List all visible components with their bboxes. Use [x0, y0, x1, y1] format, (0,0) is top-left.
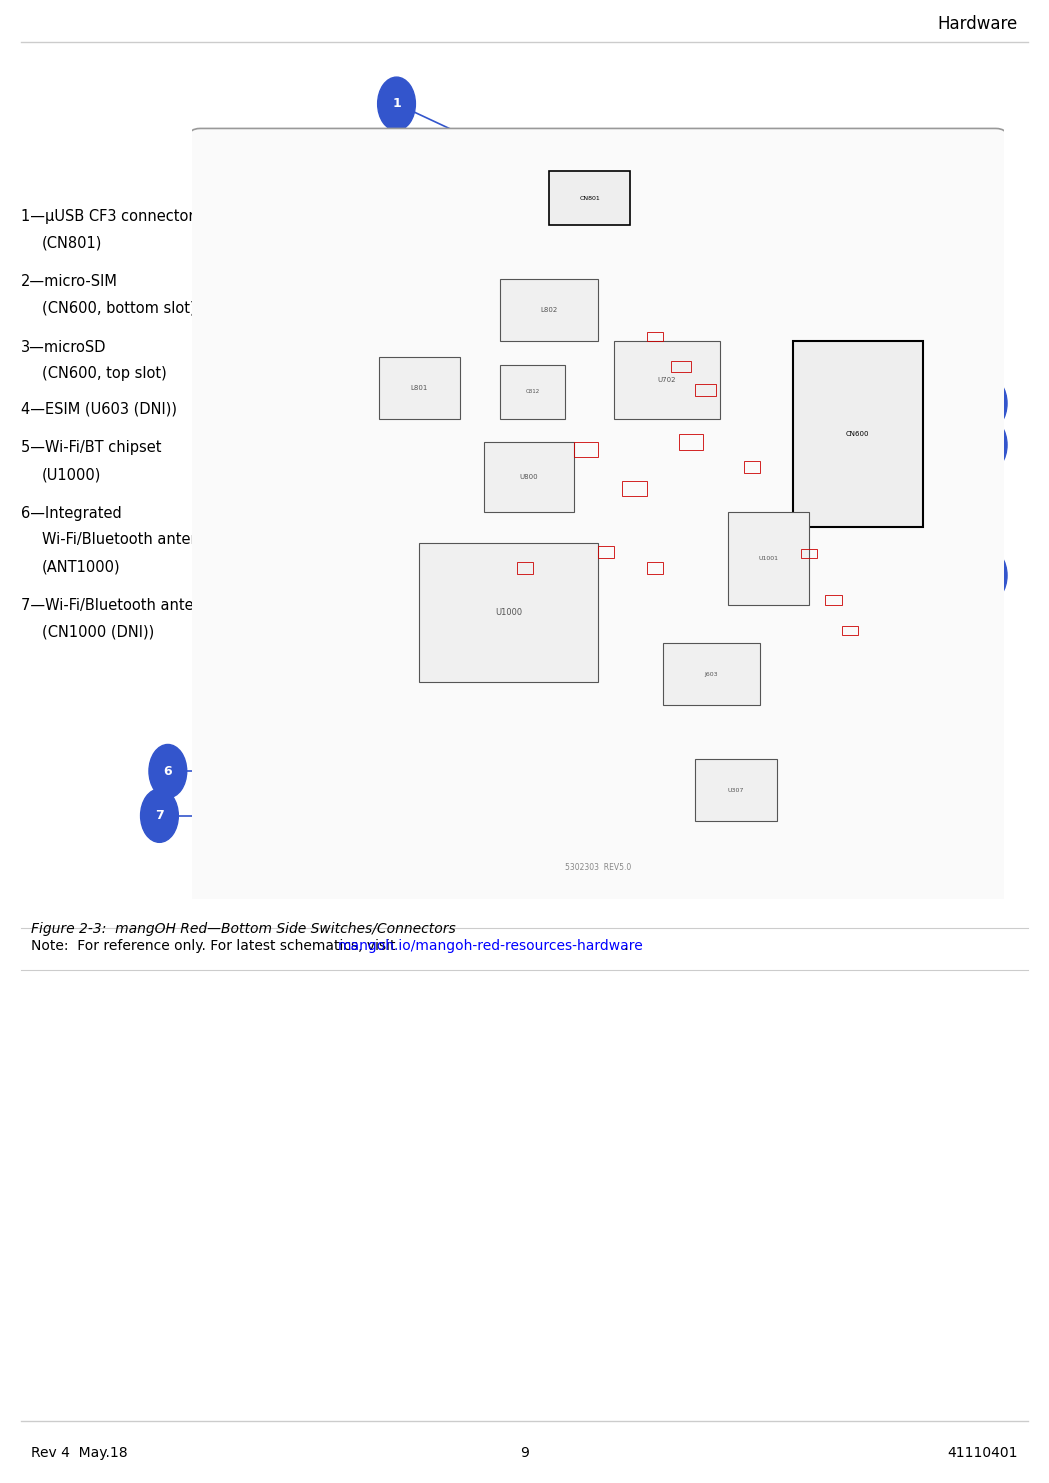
- Text: 2: 2: [984, 397, 992, 409]
- Bar: [695, 759, 776, 822]
- Text: Wi-Fi/Bluetooth antenna: Wi-Fi/Bluetooth antenna: [42, 532, 218, 547]
- Bar: [801, 549, 817, 558]
- Bar: [379, 357, 459, 418]
- Bar: [646, 562, 663, 574]
- Bar: [671, 360, 691, 372]
- Bar: [614, 341, 720, 418]
- Text: 5: 5: [224, 657, 233, 669]
- Bar: [793, 341, 923, 526]
- Bar: [500, 279, 598, 341]
- Bar: [485, 442, 574, 512]
- Circle shape: [378, 77, 415, 131]
- Text: U1000: U1000: [495, 608, 522, 617]
- Text: (ANT1000): (ANT1000): [42, 559, 121, 574]
- Text: J603: J603: [705, 672, 719, 676]
- Bar: [598, 546, 614, 558]
- Circle shape: [210, 636, 248, 690]
- Text: C812: C812: [526, 389, 540, 394]
- Bar: [663, 644, 761, 704]
- Text: (CN801): (CN801): [42, 236, 103, 251]
- Text: L801: L801: [410, 384, 428, 392]
- Bar: [679, 435, 704, 449]
- Text: (U1000): (U1000): [42, 467, 102, 482]
- Text: CN801: CN801: [579, 196, 600, 200]
- Circle shape: [969, 418, 1007, 472]
- Text: U1001: U1001: [758, 556, 778, 561]
- Bar: [695, 384, 715, 396]
- Circle shape: [141, 789, 178, 842]
- Bar: [550, 171, 630, 225]
- Bar: [517, 562, 533, 574]
- Circle shape: [969, 377, 1007, 430]
- Text: 7—Wi-Fi/Bluetooth antenna: 7—Wi-Fi/Bluetooth antenna: [21, 598, 221, 612]
- Text: L802: L802: [540, 307, 558, 313]
- Bar: [744, 461, 761, 473]
- Text: (CN600, top slot): (CN600, top slot): [42, 366, 167, 381]
- Text: (CN1000 (DNI)): (CN1000 (DNI)): [42, 624, 154, 639]
- Text: Hardware: Hardware: [937, 15, 1018, 33]
- Text: U702: U702: [658, 377, 677, 383]
- Text: .: .: [623, 939, 627, 954]
- Bar: [420, 543, 598, 682]
- FancyBboxPatch shape: [188, 129, 1008, 903]
- Text: 5302303  REV5.0: 5302303 REV5.0: [564, 863, 631, 872]
- Text: 3: 3: [984, 439, 992, 451]
- Text: 6—Integrated: 6—Integrated: [21, 506, 122, 521]
- Bar: [646, 332, 663, 341]
- Text: U307: U307: [728, 787, 744, 793]
- Text: 1—µUSB CF3 connector: 1—µUSB CF3 connector: [21, 209, 194, 224]
- Text: 4: 4: [984, 569, 992, 581]
- Text: 41110401: 41110401: [947, 1446, 1018, 1461]
- Bar: [841, 626, 858, 636]
- Circle shape: [149, 744, 187, 798]
- Text: Figure 2-3:  mangOH Red—Bottom Side Switches/Connectors: Figure 2-3: mangOH Red—Bottom Side Switc…: [31, 922, 456, 936]
- Text: mangoh.io/mangoh-red-resources-hardware: mangoh.io/mangoh-red-resources-hardware: [338, 939, 643, 954]
- Text: 1: 1: [392, 98, 401, 110]
- Bar: [826, 595, 841, 605]
- Bar: [574, 442, 598, 457]
- Text: (CN600, bottom slot): (CN600, bottom slot): [42, 301, 195, 316]
- Text: 4—ESIM (U603 (DNI)): 4—ESIM (U603 (DNI)): [21, 402, 177, 417]
- Bar: [728, 512, 809, 605]
- Circle shape: [969, 549, 1007, 602]
- Text: 3—microSD: 3—microSD: [21, 340, 107, 354]
- Text: 7: 7: [155, 810, 164, 822]
- Bar: [622, 480, 646, 497]
- Text: 6: 6: [164, 765, 172, 777]
- Text: 9: 9: [520, 1446, 529, 1461]
- Text: CN600: CN600: [845, 432, 870, 437]
- Text: U800: U800: [519, 473, 538, 480]
- Text: 2—micro-SIM: 2—micro-SIM: [21, 274, 117, 289]
- Text: Note:  For reference only. For latest schematics, visit: Note: For reference only. For latest sch…: [31, 939, 401, 954]
- Text: 5—Wi-Fi/BT chipset: 5—Wi-Fi/BT chipset: [21, 440, 162, 455]
- Text: Rev 4  May.18: Rev 4 May.18: [31, 1446, 128, 1461]
- Bar: [500, 365, 565, 418]
